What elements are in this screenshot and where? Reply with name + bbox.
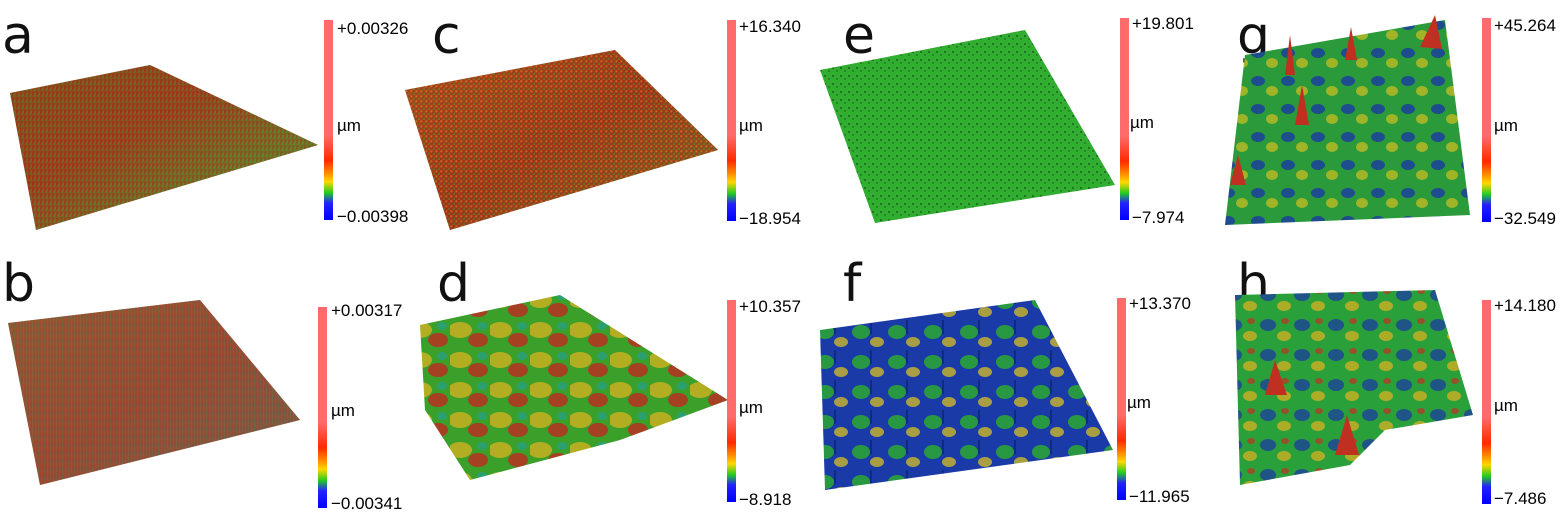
scale-max-e: +19.801 bbox=[1132, 14, 1194, 33]
surface-plot-e bbox=[820, 30, 1115, 223]
scale-unit-b: µm bbox=[331, 401, 355, 420]
scale-min-a: −0.00398 bbox=[337, 207, 409, 226]
scale-unit-h: µm bbox=[1494, 396, 1518, 415]
scale-bar-gradient-e bbox=[1120, 136, 1129, 220]
scale-bar-top-e bbox=[1120, 18, 1129, 136]
scale-unit-e: µm bbox=[1130, 113, 1154, 132]
scale-unit-d: µm bbox=[739, 398, 763, 417]
scale-max-c: +16.340 bbox=[739, 17, 801, 36]
panel-label-a: a bbox=[2, 6, 34, 66]
scale-bar-top-g bbox=[1482, 18, 1491, 136]
scale-bar-gradient-a bbox=[324, 135, 333, 220]
scale-min-h: −7.486 bbox=[1494, 489, 1547, 508]
scale-bar-gradient-c bbox=[727, 135, 736, 221]
surface-plot-h bbox=[1235, 290, 1473, 485]
scale-bar-gradient-b bbox=[318, 422, 327, 508]
scale-min-g: −32.549 bbox=[1494, 209, 1556, 228]
scale-max-d: +10.357 bbox=[739, 297, 801, 316]
scale-max-f: +13.370 bbox=[1129, 294, 1191, 313]
panel-label-d: d bbox=[437, 254, 471, 314]
surface-plot-a bbox=[10, 65, 318, 230]
scale-bar-top-f bbox=[1117, 298, 1126, 415]
scale-bar-top-a bbox=[324, 20, 333, 135]
surface-plot-f bbox=[820, 300, 1113, 490]
scale-max-b: +0.00317 bbox=[331, 301, 403, 320]
scale-min-c: −18.954 bbox=[739, 209, 801, 228]
scale-bar-gradient-f bbox=[1117, 415, 1126, 500]
scale-unit-g: µm bbox=[1494, 116, 1518, 135]
surface-plot-g bbox=[1225, 15, 1470, 225]
panel-label-b: b bbox=[2, 254, 36, 314]
scale-min-d: −8.918 bbox=[739, 490, 792, 509]
scale-unit-f: µm bbox=[1127, 393, 1151, 412]
scale-max-g: +45.264 bbox=[1494, 16, 1556, 35]
surface-plot-c bbox=[405, 50, 718, 230]
scale-bar-top-h bbox=[1482, 300, 1491, 417]
scale-min-f: −11.965 bbox=[1129, 487, 1190, 506]
scale-max-h: +14.180 bbox=[1494, 296, 1556, 315]
scale-bar-gradient-g bbox=[1482, 136, 1491, 222]
scale-unit-c: µm bbox=[739, 116, 763, 135]
surface-plot-d bbox=[420, 295, 728, 480]
panel-label-c: c bbox=[432, 6, 461, 66]
scale-unit-a: µm bbox=[337, 116, 361, 135]
scale-bar-gradient-h bbox=[1482, 417, 1491, 504]
scale-max-a: +0.00326 bbox=[337, 19, 409, 38]
scale-bar-top-c bbox=[727, 20, 736, 135]
scale-min-e: −7.974 bbox=[1132, 208, 1185, 227]
scale-bar-top-b bbox=[318, 307, 327, 422]
panel-label-f: f bbox=[843, 254, 862, 314]
scale-min-b: −0.00341 bbox=[331, 494, 403, 513]
panel-label-e: e bbox=[843, 6, 875, 66]
scale-bar-gradient-d bbox=[727, 417, 736, 502]
scale-bar-top-d bbox=[727, 300, 736, 417]
surface-plot-b bbox=[8, 300, 300, 485]
